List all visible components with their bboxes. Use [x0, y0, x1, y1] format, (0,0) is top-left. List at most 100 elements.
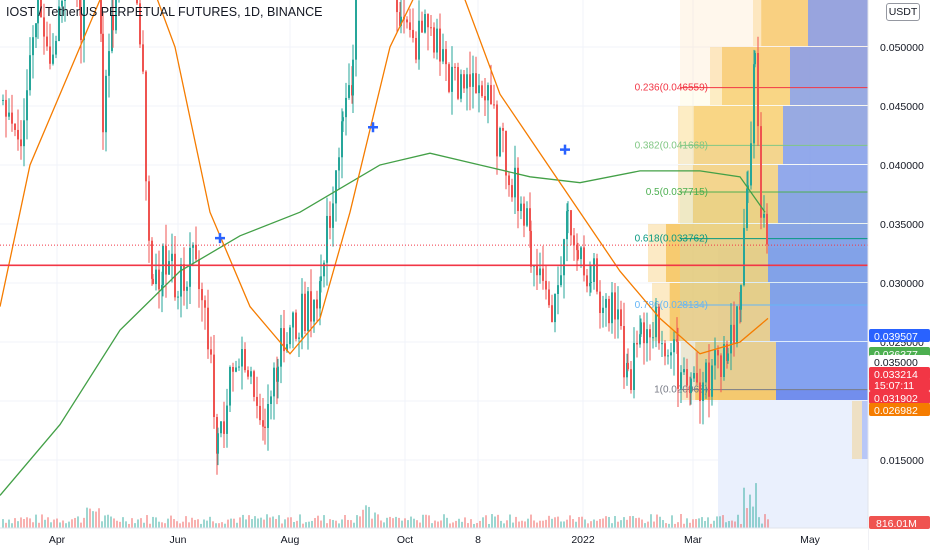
- volume-bar: [203, 519, 205, 528]
- volume-bar: [89, 508, 91, 528]
- candle-body: [8, 112, 10, 117]
- volume-bar: [704, 520, 706, 528]
- candle-body: [11, 112, 13, 124]
- candle-body: [526, 208, 528, 226]
- volume-bar: [101, 521, 103, 528]
- candle-body: [760, 126, 762, 218]
- volume-bar: [701, 517, 703, 528]
- volume-bar: [116, 520, 118, 528]
- candle-body: [702, 382, 704, 402]
- volume-bar: [209, 516, 211, 528]
- volume-bar: [305, 522, 307, 528]
- volume-bar: [323, 515, 325, 528]
- candle-body: [298, 337, 300, 339]
- volume-bar: [143, 522, 145, 528]
- volume-bar: [362, 509, 364, 528]
- volume-bar: [383, 522, 385, 528]
- candle-body: [32, 37, 34, 56]
- candle-body: [83, 0, 85, 41]
- volume-bar: [569, 515, 571, 528]
- candle-body: [151, 240, 153, 279]
- volume-bar: [92, 511, 94, 528]
- candle-body: [427, 14, 429, 28]
- vp-bar-down-active: [776, 342, 868, 400]
- volume-bar: [239, 517, 241, 528]
- volume-bar: [476, 523, 478, 528]
- volume-bar: [494, 516, 496, 528]
- volume-bar: [59, 522, 61, 528]
- candle-body: [655, 306, 657, 338]
- volume-bar: [368, 506, 370, 528]
- candle-body: [445, 49, 447, 65]
- candle-body: [58, 6, 60, 41]
- volume-bar: [611, 523, 613, 528]
- volume-bar: [488, 523, 490, 528]
- candle-body: [496, 104, 498, 157]
- fib-zone: [680, 87, 868, 146]
- volume-bar: [668, 523, 670, 528]
- candle-body: [352, 59, 354, 96]
- volume-bar: [755, 483, 757, 528]
- candle-body: [677, 341, 679, 389]
- candle-body: [484, 96, 486, 101]
- volume-bar: [698, 518, 700, 528]
- volume-bar: [737, 514, 739, 528]
- volume-bar: [386, 517, 388, 528]
- volume-bar: [299, 514, 301, 528]
- candle-body: [639, 334, 641, 345]
- volume-bar: [8, 519, 10, 528]
- volume-bar: [659, 516, 661, 528]
- price-axis[interactable]: 0.0100000.0150000.0200000.0250000.030000…: [867, 0, 932, 550]
- volume-bar: [215, 523, 217, 528]
- candle-body: [720, 355, 722, 377]
- volume-bar: [95, 511, 97, 528]
- ma-fast-line: [0, 0, 769, 355]
- volume-bar: [317, 515, 319, 528]
- candle-body: [730, 324, 732, 354]
- currency-button[interactable]: USDT: [886, 3, 920, 21]
- volume-bar: [521, 520, 523, 528]
- volume-bar: [344, 514, 346, 528]
- vp-bar-up-active: [666, 224, 768, 282]
- candle-body: [136, 0, 138, 4]
- vp-bar-down: [862, 401, 868, 459]
- candle-body: [433, 27, 435, 53]
- volume-bar: [425, 514, 427, 528]
- price-tag-label: 0.026982: [874, 405, 918, 417]
- candle-body: [238, 366, 240, 368]
- price-tick-label: 0.045000: [880, 101, 924, 113]
- candle-body: [80, 9, 82, 41]
- volume-bar: [221, 522, 223, 528]
- vp-bar-down-active: [790, 47, 868, 105]
- price-tag-bg: [869, 391, 930, 404]
- candle-body: [301, 293, 303, 338]
- volume-bar: [206, 520, 208, 528]
- volume-bar: [266, 514, 268, 528]
- time-axis[interactable]: Apr Jun Aug Oct 8 2022 Mar May: [0, 527, 868, 550]
- time-tick-label: Aug: [281, 534, 300, 546]
- candle-body: [717, 349, 719, 356]
- volume-bar: [197, 519, 199, 528]
- volume-bar: [167, 518, 169, 528]
- candle-body: [270, 396, 272, 404]
- candle-body: [608, 298, 610, 324]
- time-tick-label: Mar: [684, 534, 703, 546]
- volume-bar: [356, 515, 358, 528]
- candle-body: [686, 369, 688, 386]
- volume-bar: [269, 517, 271, 528]
- volume-bar: [200, 523, 202, 528]
- volume-bar: [719, 516, 721, 528]
- time-tick-label: 8: [475, 534, 481, 546]
- volume-bar: [23, 519, 25, 528]
- volume-bar: [296, 520, 298, 528]
- volume-bar: [410, 516, 412, 528]
- volume-bar: [233, 518, 235, 528]
- candle-body: [292, 312, 294, 328]
- candle-body: [217, 433, 219, 454]
- candle-body: [469, 74, 471, 87]
- candle-body: [708, 362, 710, 397]
- volume-bar: [485, 515, 487, 528]
- volume-bar: [725, 522, 727, 528]
- volume-bar: [98, 508, 100, 528]
